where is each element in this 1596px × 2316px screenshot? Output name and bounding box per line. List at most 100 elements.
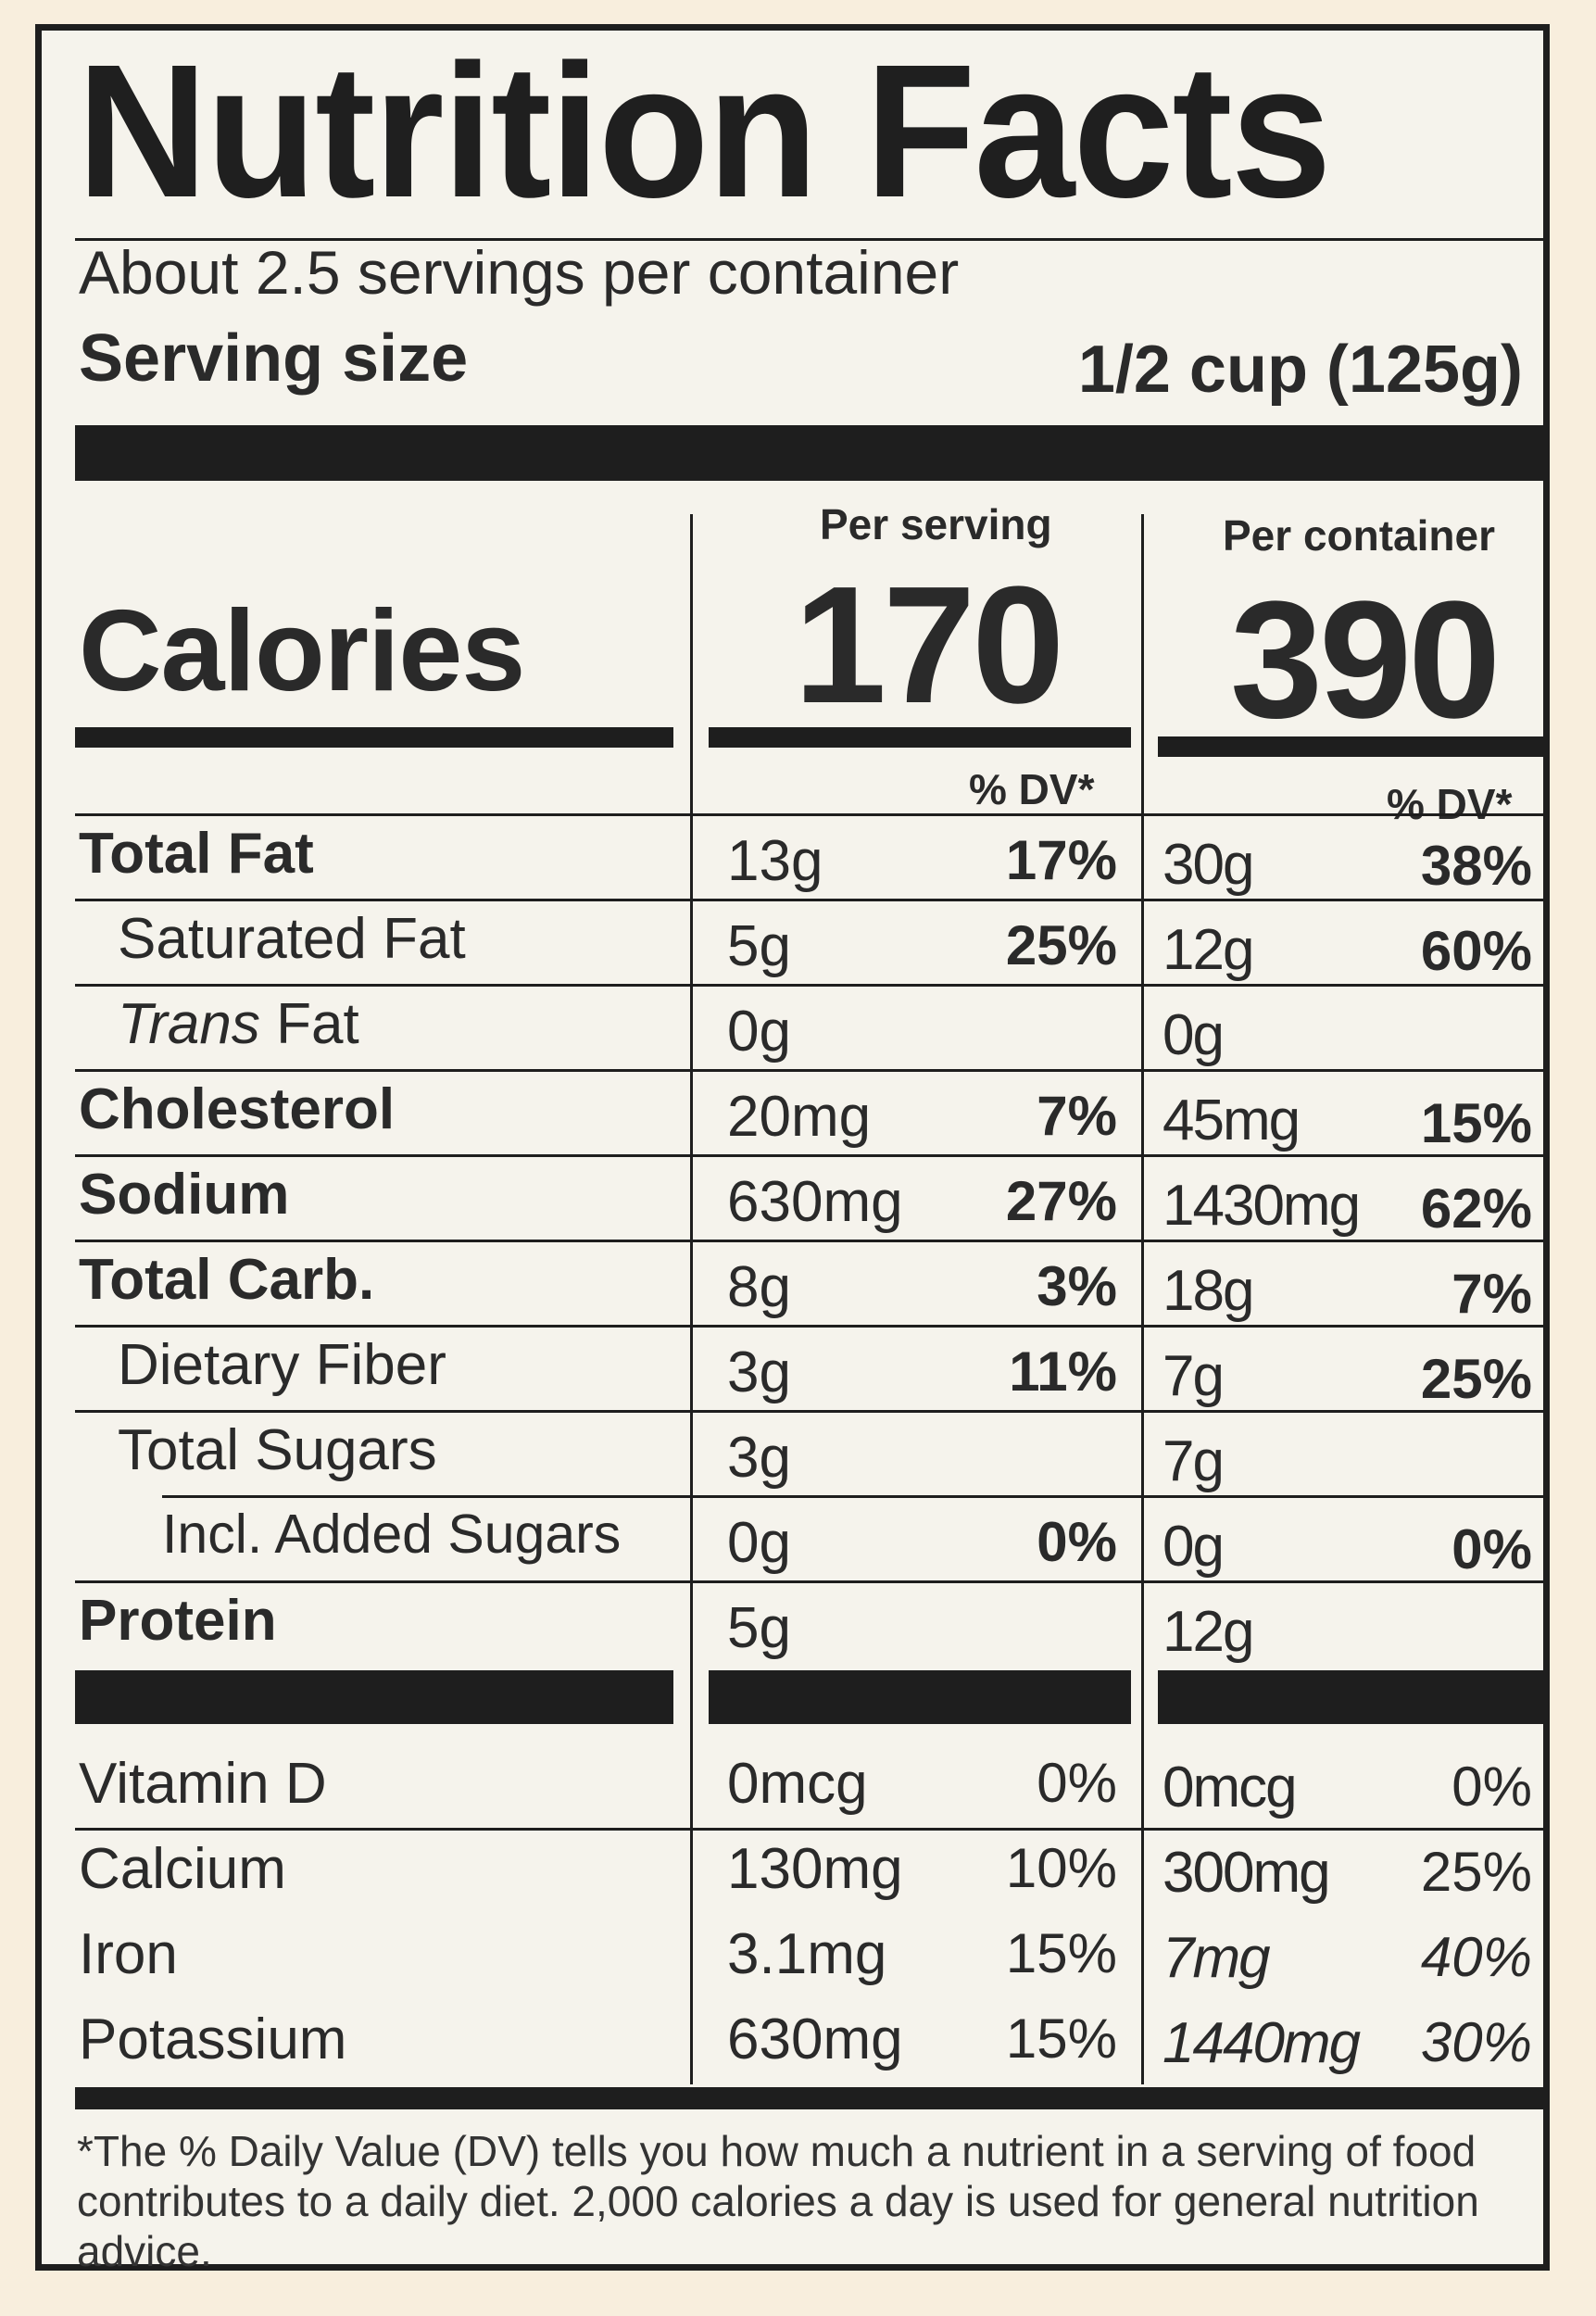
nutrition-facts-panel: Nutrition Facts About 2.5 servings per c… — [35, 24, 1550, 2275]
column-divider-container — [1141, 514, 1144, 2084]
nutrient-dv-serving: 25% — [1005, 914, 1117, 976]
serving-size-label: Serving size — [79, 321, 469, 396]
dv-header-container: % DV* — [1387, 780, 1513, 828]
calories-per-container: 390 — [1230, 567, 1501, 753]
micronutrient-amount-serving: 130mg — [727, 1837, 903, 1901]
nutrient-label: Total Carb. — [79, 1248, 375, 1312]
nutrient-amount-serving: 0g — [727, 1000, 791, 1064]
nutrient-label: Dietary Fiber — [118, 1333, 446, 1397]
nutrient-label: Total Fat — [79, 822, 314, 886]
per-container-header: Per container — [1223, 511, 1495, 560]
micronutrient-amount-container: 0mcg — [1162, 1756, 1298, 1819]
nutrient-dv-serving: 0% — [1037, 1511, 1117, 1573]
micronutrient-amount-serving: 630mg — [727, 2008, 903, 2071]
nutrient-dv-container: 25% — [1420, 1348, 1532, 1410]
nutrient-dv-serving: 17% — [1005, 829, 1117, 891]
nutrient-amount-serving: 8g — [727, 1255, 791, 1319]
nutrient-label: Incl. Added Sugars — [162, 1504, 622, 1565]
nutrient-amount-serving: 5g — [727, 1596, 791, 1660]
micronutrient-label: Potassium — [79, 2008, 347, 2071]
nutrient-amount-serving: 20mg — [727, 1085, 872, 1149]
micronutrient-dv-serving: 15% — [1005, 1922, 1117, 1984]
row-divider — [75, 1828, 1548, 1831]
thick-divider-label — [75, 1670, 673, 1724]
micronutrient-label: Calcium — [79, 1837, 286, 1901]
serving-size-value: 1/2 cup (125g) — [1077, 333, 1523, 407]
micronutrient-amount-serving: 3.1mg — [727, 1922, 887, 1986]
nutrient-amount-container: 7g — [1162, 1429, 1225, 1493]
nutrient-amount-container: 0g — [1162, 1515, 1225, 1579]
nutrient-dv-serving: 7% — [1037, 1085, 1117, 1147]
nutrient-amount-serving: 5g — [727, 914, 791, 978]
micronutrient-dv-serving: 0% — [1037, 1752, 1117, 1814]
calories-divider-label — [75, 727, 673, 748]
thick-divider-container — [1158, 1670, 1548, 1724]
nutrient-dv-serving: 3% — [1037, 1255, 1117, 1317]
micronutrient-dv-serving: 10% — [1005, 1837, 1117, 1899]
row-divider — [75, 1325, 1548, 1328]
row-divider — [162, 1495, 1548, 1498]
row-divider — [75, 899, 1548, 901]
nutrient-amount-serving: 630mg — [727, 1170, 903, 1234]
nutrient-label-trans-fat: Trans Fat — [118, 996, 359, 1053]
bottom-divider — [75, 2087, 1548, 2109]
per-serving-header: Per serving — [820, 500, 1052, 548]
row-divider — [75, 1410, 1548, 1413]
micronutrient-dv-container: 30% — [1420, 2011, 1532, 2073]
nutrient-amount-serving: 3g — [727, 1426, 791, 1490]
micronutrient-dv-container: 25% — [1420, 1841, 1532, 1903]
nutrient-label: Saturated Fat — [118, 907, 466, 971]
calories-per-serving: 170 — [794, 552, 1064, 738]
nutrient-label: Total Sugars — [118, 1418, 437, 1482]
panel-title: Nutrition Facts — [77, 25, 1332, 237]
nutrient-amount-container: 18g — [1162, 1259, 1254, 1323]
daily-value-footnote: *The % Daily Value (DV) tells you how mu… — [77, 2127, 1479, 2275]
nutrient-dv-serving: 11% — [1009, 1341, 1117, 1403]
nutrient-amount-serving: 3g — [727, 1341, 791, 1404]
nutrient-dv-container: 38% — [1420, 835, 1532, 897]
row-divider — [75, 813, 1548, 816]
servings-per-container: About 2.5 servings per container — [79, 238, 960, 307]
trans-italic: Trans — [118, 992, 260, 1056]
nutrient-dv-container: 0% — [1451, 1518, 1532, 1580]
micronutrient-dv-container: 0% — [1451, 1756, 1532, 1818]
nutrient-amount-serving: 13g — [727, 829, 823, 893]
micronutrient-dv-serving: 15% — [1005, 2008, 1117, 2070]
thick-divider — [75, 425, 1548, 481]
nutrient-dv-container: 60% — [1420, 920, 1532, 982]
calories-divider-serving — [709, 727, 1131, 748]
row-divider — [75, 1069, 1548, 1072]
nutrient-amount-container: 0g — [1162, 1003, 1225, 1067]
micronutrient-amount-container: 300mg — [1162, 1841, 1331, 1905]
calories-divider-container — [1158, 736, 1547, 757]
dv-header-serving: % DV* — [969, 765, 1095, 813]
nutrient-label: Cholesterol — [79, 1077, 396, 1141]
nutrient-label: Sodium — [79, 1163, 290, 1227]
nutrient-amount-serving: 0g — [727, 1511, 791, 1575]
nutrient-amount-container: 30g — [1162, 833, 1254, 897]
thick-divider-serving — [709, 1670, 1131, 1724]
row-divider — [75, 984, 1548, 987]
nutrient-dv-serving: 27% — [1005, 1170, 1117, 1232]
fat-word: Fat — [259, 992, 359, 1056]
row-divider — [75, 1240, 1548, 1242]
nutrient-label: Protein — [79, 1589, 277, 1653]
micronutrient-label: Iron — [79, 1922, 178, 1986]
nutrient-amount-container: 12g — [1162, 1600, 1254, 1664]
nutrient-amount-container: 45mg — [1162, 1089, 1301, 1152]
nutrient-amount-container: 7g — [1162, 1344, 1225, 1408]
nutrient-dv-container: 7% — [1451, 1263, 1532, 1325]
micronutrient-label: Vitamin D — [79, 1752, 327, 1816]
nutrient-amount-container: 12g — [1162, 918, 1254, 982]
micronutrient-amount-container: 7mg — [1162, 1926, 1271, 1990]
divider — [75, 238, 1548, 241]
calories-label: Calories — [79, 587, 525, 715]
row-divider — [75, 1154, 1548, 1157]
row-divider — [75, 1580, 1548, 1583]
nutrient-amount-container: 1430mg — [1162, 1174, 1361, 1238]
column-divider-serving — [690, 514, 693, 2084]
micronutrient-amount-serving: 0mcg — [727, 1752, 868, 1816]
nutrient-dv-container: 15% — [1420, 1092, 1532, 1154]
micronutrient-amount-container: 1440mg — [1162, 2011, 1361, 2075]
micronutrient-dv-container: 40% — [1420, 1926, 1532, 1988]
